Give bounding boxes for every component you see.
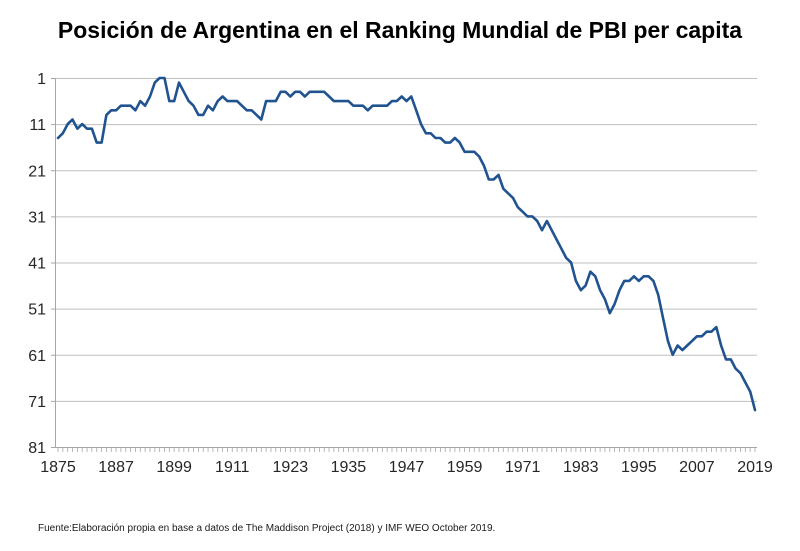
y-tick-label-41: 41	[28, 256, 46, 273]
x-tick-label-1947: 1947	[389, 459, 425, 476]
x-tick-label-1923: 1923	[273, 459, 309, 476]
x-tick-label-2007: 2007	[679, 459, 715, 476]
y-tick-label-21: 21	[28, 163, 46, 180]
y-tick-label-61: 61	[28, 348, 46, 365]
x-tick-label-1959: 1959	[447, 459, 483, 476]
x-tick-label-2019: 2019	[737, 459, 773, 476]
x-tick-label-1887: 1887	[98, 459, 134, 476]
x-tick-label-1899: 1899	[156, 459, 192, 476]
x-tick-label-1995: 1995	[621, 459, 657, 476]
y-tick-label-31: 31	[28, 209, 46, 226]
y-tick-label-81: 81	[28, 440, 46, 457]
y-tick-label-11: 11	[29, 117, 46, 134]
y-tick-label-71: 71	[28, 394, 46, 411]
y-tick-label-1: 1	[37, 71, 46, 88]
x-tick-label-1911: 1911	[215, 459, 250, 476]
chart-title: Posición de Argentina en el Ranking Mund…	[57, 17, 743, 43]
x-tick-label-1935: 1935	[331, 459, 367, 476]
argentina-ranking-line	[56, 76, 757, 412]
x-tick-label-1983: 1983	[563, 459, 599, 476]
x-tick-label-1875: 1875	[40, 459, 76, 476]
source-note: Fuente:Elaboración propia en base a dato…	[38, 523, 496, 534]
y-tick-label-51: 51	[28, 302, 46, 319]
x-tick-label-1971: 1971	[505, 459, 541, 476]
